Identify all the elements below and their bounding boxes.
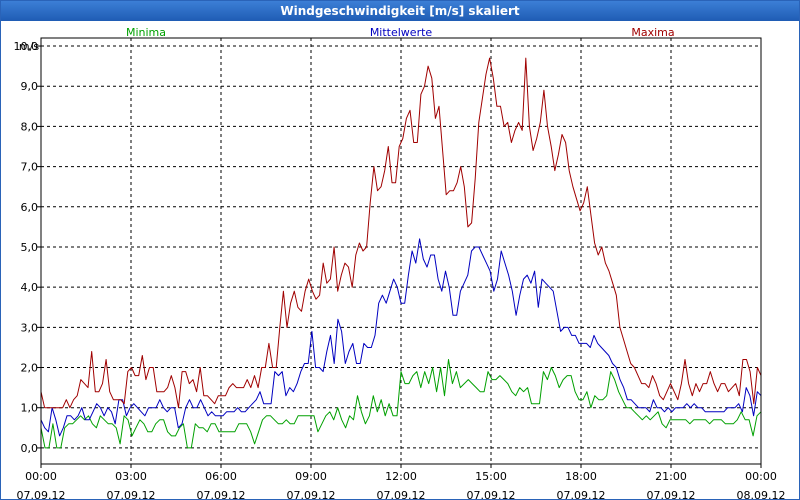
wind-speed-chart: 0,0 1,0 2,0 3,0 4,0 5,0 6,0 7,0 8,0 9,0 10,0 00:00 0…: [14, 26, 786, 499]
x-tick-date: 07.09.12: [557, 489, 606, 499]
window-title: Windgeschwindigkeit [m/s] skaliert: [1, 1, 799, 21]
axes: 0,0 1,0 2,0 3,0 4,0 5,0 6,0 7,0 8,0 9,0 10,0 00:00 0…: [14, 37, 786, 499]
grid: [41, 38, 761, 464]
y-tick-label: 8,0: [21, 120, 39, 133]
y-tick-label: 9,0: [21, 80, 39, 93]
y-tick-label: 4,0: [21, 281, 39, 294]
y-tick-label: 3,0: [21, 321, 39, 334]
y-tick-label: 7,0: [21, 161, 39, 174]
x-tick-date: 08.09.12: [737, 489, 786, 499]
x-tick-date: 07.09.12: [287, 489, 336, 499]
x-tick-time: 00:00: [25, 470, 57, 483]
x-tick-time: 09:00: [295, 470, 327, 483]
x-tick-time: 21:00: [655, 470, 687, 483]
x-tick-date: 07.09.12: [377, 489, 426, 499]
x-tick-time: 03:00: [115, 470, 147, 483]
x-tick-date: 07.09.12: [17, 489, 66, 499]
plot-frame: [40, 37, 762, 465]
y-tick-label: 5,0: [21, 241, 39, 254]
x-tick-date: 07.09.12: [467, 489, 516, 499]
x-tick-time: 18:00: [565, 470, 597, 483]
y-tick-label: 0,0: [21, 442, 39, 455]
x-tick-time: 00:00: [745, 470, 777, 483]
x-tick-time: 12:00: [385, 470, 417, 483]
legend-minima: Minima: [126, 26, 166, 39]
y-tick-label: 6,0: [21, 201, 39, 214]
x-tick-date: 07.09.12: [647, 489, 696, 499]
x-tick-time: 15:00: [475, 470, 507, 483]
y-tick-label: 10,0: [14, 40, 39, 53]
y-tick-label: 1,0: [21, 402, 39, 415]
x-tick-date: 07.09.12: [197, 489, 246, 499]
y-tick-label: 2,0: [21, 362, 39, 375]
legend-mittelwerte: Mittelwerte: [370, 26, 433, 39]
legend-maxima: Maxima: [631, 26, 674, 39]
legend: Minima Mittelwerte Maxima: [126, 26, 675, 39]
series-line-mittelwerte: [40, 238, 762, 437]
series-line-maxima: [40, 57, 762, 409]
y-axis-label: m/s: [19, 40, 39, 53]
series-line-minima: [40, 359, 762, 449]
x-tick-time: 06:00: [205, 470, 237, 483]
x-tick-date: 07.09.12: [107, 489, 156, 499]
series-lines: [40, 57, 762, 449]
